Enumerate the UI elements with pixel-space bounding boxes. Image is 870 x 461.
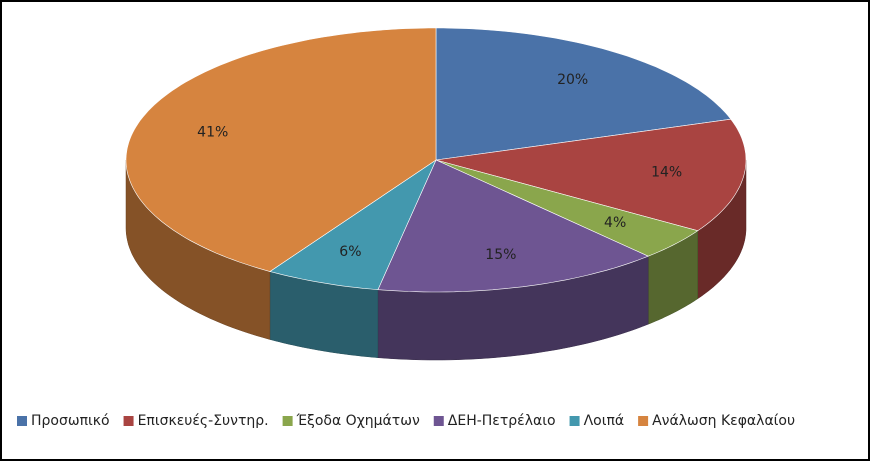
data-label: 14% <box>651 164 682 180</box>
pie-slice <box>377 159 649 293</box>
legend-label: Προσωπικό <box>31 413 110 429</box>
pie-slice <box>435 159 699 257</box>
data-label: 15% <box>485 247 516 263</box>
legend-label: Λοιπά <box>584 413 625 429</box>
data-label: 20% <box>557 72 588 88</box>
pie-sides <box>125 159 747 361</box>
legend-swatch <box>123 416 134 426</box>
data-label: 41% <box>197 124 228 140</box>
legend-label: Έξοδα Οχημάτων <box>296 413 420 429</box>
pie-labels: 20% 14% 4% 15% 6% 41% <box>197 72 682 263</box>
pie-tops <box>125 27 747 293</box>
pie-slice <box>269 159 437 291</box>
data-label: 4% <box>604 215 626 231</box>
legend-label: Επισκευές-Συντηρ. <box>138 413 269 429</box>
legend-swatch <box>282 416 293 426</box>
legend-swatch <box>17 416 27 426</box>
legend-swatch <box>638 416 649 426</box>
data-label: 6% <box>339 244 361 260</box>
legend-swatch <box>569 416 580 426</box>
legend-label: Ανάλωση Κεφαλαίου <box>652 413 795 429</box>
pie-slice <box>435 27 732 161</box>
pie-slice <box>125 27 437 272</box>
legend-label: ΔΕΗ-Πετρέλαιο <box>448 413 556 429</box>
pie-slice <box>435 118 747 232</box>
legend-swatch <box>433 416 444 426</box>
legend: Προσωπικό Επισκευές-Συντηρ. Έξοδα Οχημάτων… <box>17 413 795 429</box>
